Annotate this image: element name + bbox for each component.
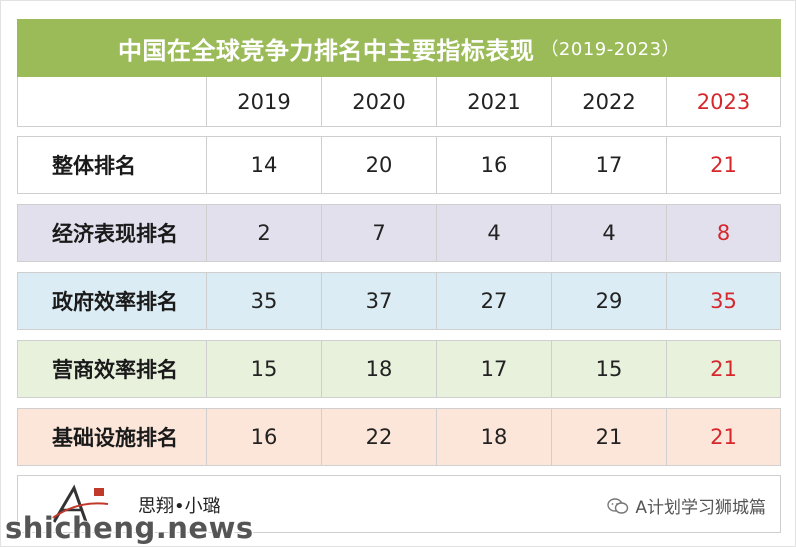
author-signature: 思翔•小璐 bbox=[138, 496, 221, 517]
wechat-account: A计划学习狮城篇 bbox=[607, 493, 766, 518]
table-cell-highlight: 21 bbox=[666, 341, 780, 397]
table-cell: 17 bbox=[436, 341, 551, 397]
table-cell: 29 bbox=[551, 273, 666, 329]
table-cell: 14 bbox=[206, 137, 321, 193]
table-cell: 18 bbox=[436, 409, 551, 465]
footer-bar: 思翔•小璐 A计划学习狮城篇 bbox=[17, 475, 781, 533]
table-cell: 16 bbox=[206, 409, 321, 465]
title-main: 中国在全球竞争力排名中主要指标表现 bbox=[117, 36, 535, 65]
table-cell: 35 bbox=[206, 273, 321, 329]
wechat-icon bbox=[607, 497, 629, 514]
header-row: 2019 2020 2021 2022 2023 bbox=[17, 77, 781, 127]
table-row-business: 营商效率排名 15 18 17 15 21 bbox=[17, 340, 781, 398]
table-cell: 2 bbox=[206, 205, 321, 261]
header-cell-2020: 2020 bbox=[321, 77, 436, 126]
row-label: 基础设施排名 bbox=[52, 426, 178, 450]
table-cell: 21 bbox=[551, 409, 666, 465]
table-row-economy: 经济表现排名 2 7 4 4 8 bbox=[17, 204, 781, 262]
table-row-infrastructure: 基础设施排名 16 22 18 21 21 bbox=[17, 408, 781, 466]
table-row-government: 政府效率排名 35 37 27 29 35 bbox=[17, 272, 781, 330]
table-cell: 4 bbox=[551, 205, 666, 261]
header-cell-empty bbox=[18, 77, 206, 126]
table-cell-highlight: 8 bbox=[666, 205, 780, 261]
table-cell-highlight: 21 bbox=[666, 137, 780, 193]
row-label: 政府效率排名 bbox=[52, 290, 178, 314]
table-cell: 22 bbox=[321, 409, 436, 465]
header-cell-2022: 2022 bbox=[551, 77, 666, 126]
table-cell-highlight: 35 bbox=[666, 273, 780, 329]
a-plan-logo-icon bbox=[49, 484, 109, 523]
header-cell-2023: 2023 bbox=[666, 77, 780, 126]
table-cell: 15 bbox=[206, 341, 321, 397]
table-cell: 7 bbox=[321, 205, 436, 261]
table-cell: 16 bbox=[436, 137, 551, 193]
header-cell-2021: 2021 bbox=[436, 77, 551, 126]
header-cell-2019: 2019 bbox=[206, 77, 321, 126]
table-title: 中国在全球竞争力排名中主要指标表现 （2019-2023） bbox=[17, 19, 781, 77]
table-row-overall: 整体排名 14 20 16 17 21 bbox=[17, 136, 781, 194]
table-cell: 18 bbox=[321, 341, 436, 397]
row-label: 营商效率排名 bbox=[52, 358, 178, 382]
table-cell: 15 bbox=[551, 341, 666, 397]
table-cell: 20 bbox=[321, 137, 436, 193]
row-label: 经济表现排名 bbox=[52, 222, 178, 246]
table-cell: 27 bbox=[436, 273, 551, 329]
table-cell-highlight: 21 bbox=[666, 409, 780, 465]
row-label: 整体排名 bbox=[52, 154, 136, 178]
wechat-account-name: A计划学习狮城篇 bbox=[635, 498, 766, 518]
table-cell: 17 bbox=[551, 137, 666, 193]
table-cell: 4 bbox=[436, 205, 551, 261]
title-years: （2019-2023） bbox=[540, 39, 681, 60]
site-watermark: shicheng.news bbox=[5, 511, 254, 545]
table-cell: 37 bbox=[321, 273, 436, 329]
